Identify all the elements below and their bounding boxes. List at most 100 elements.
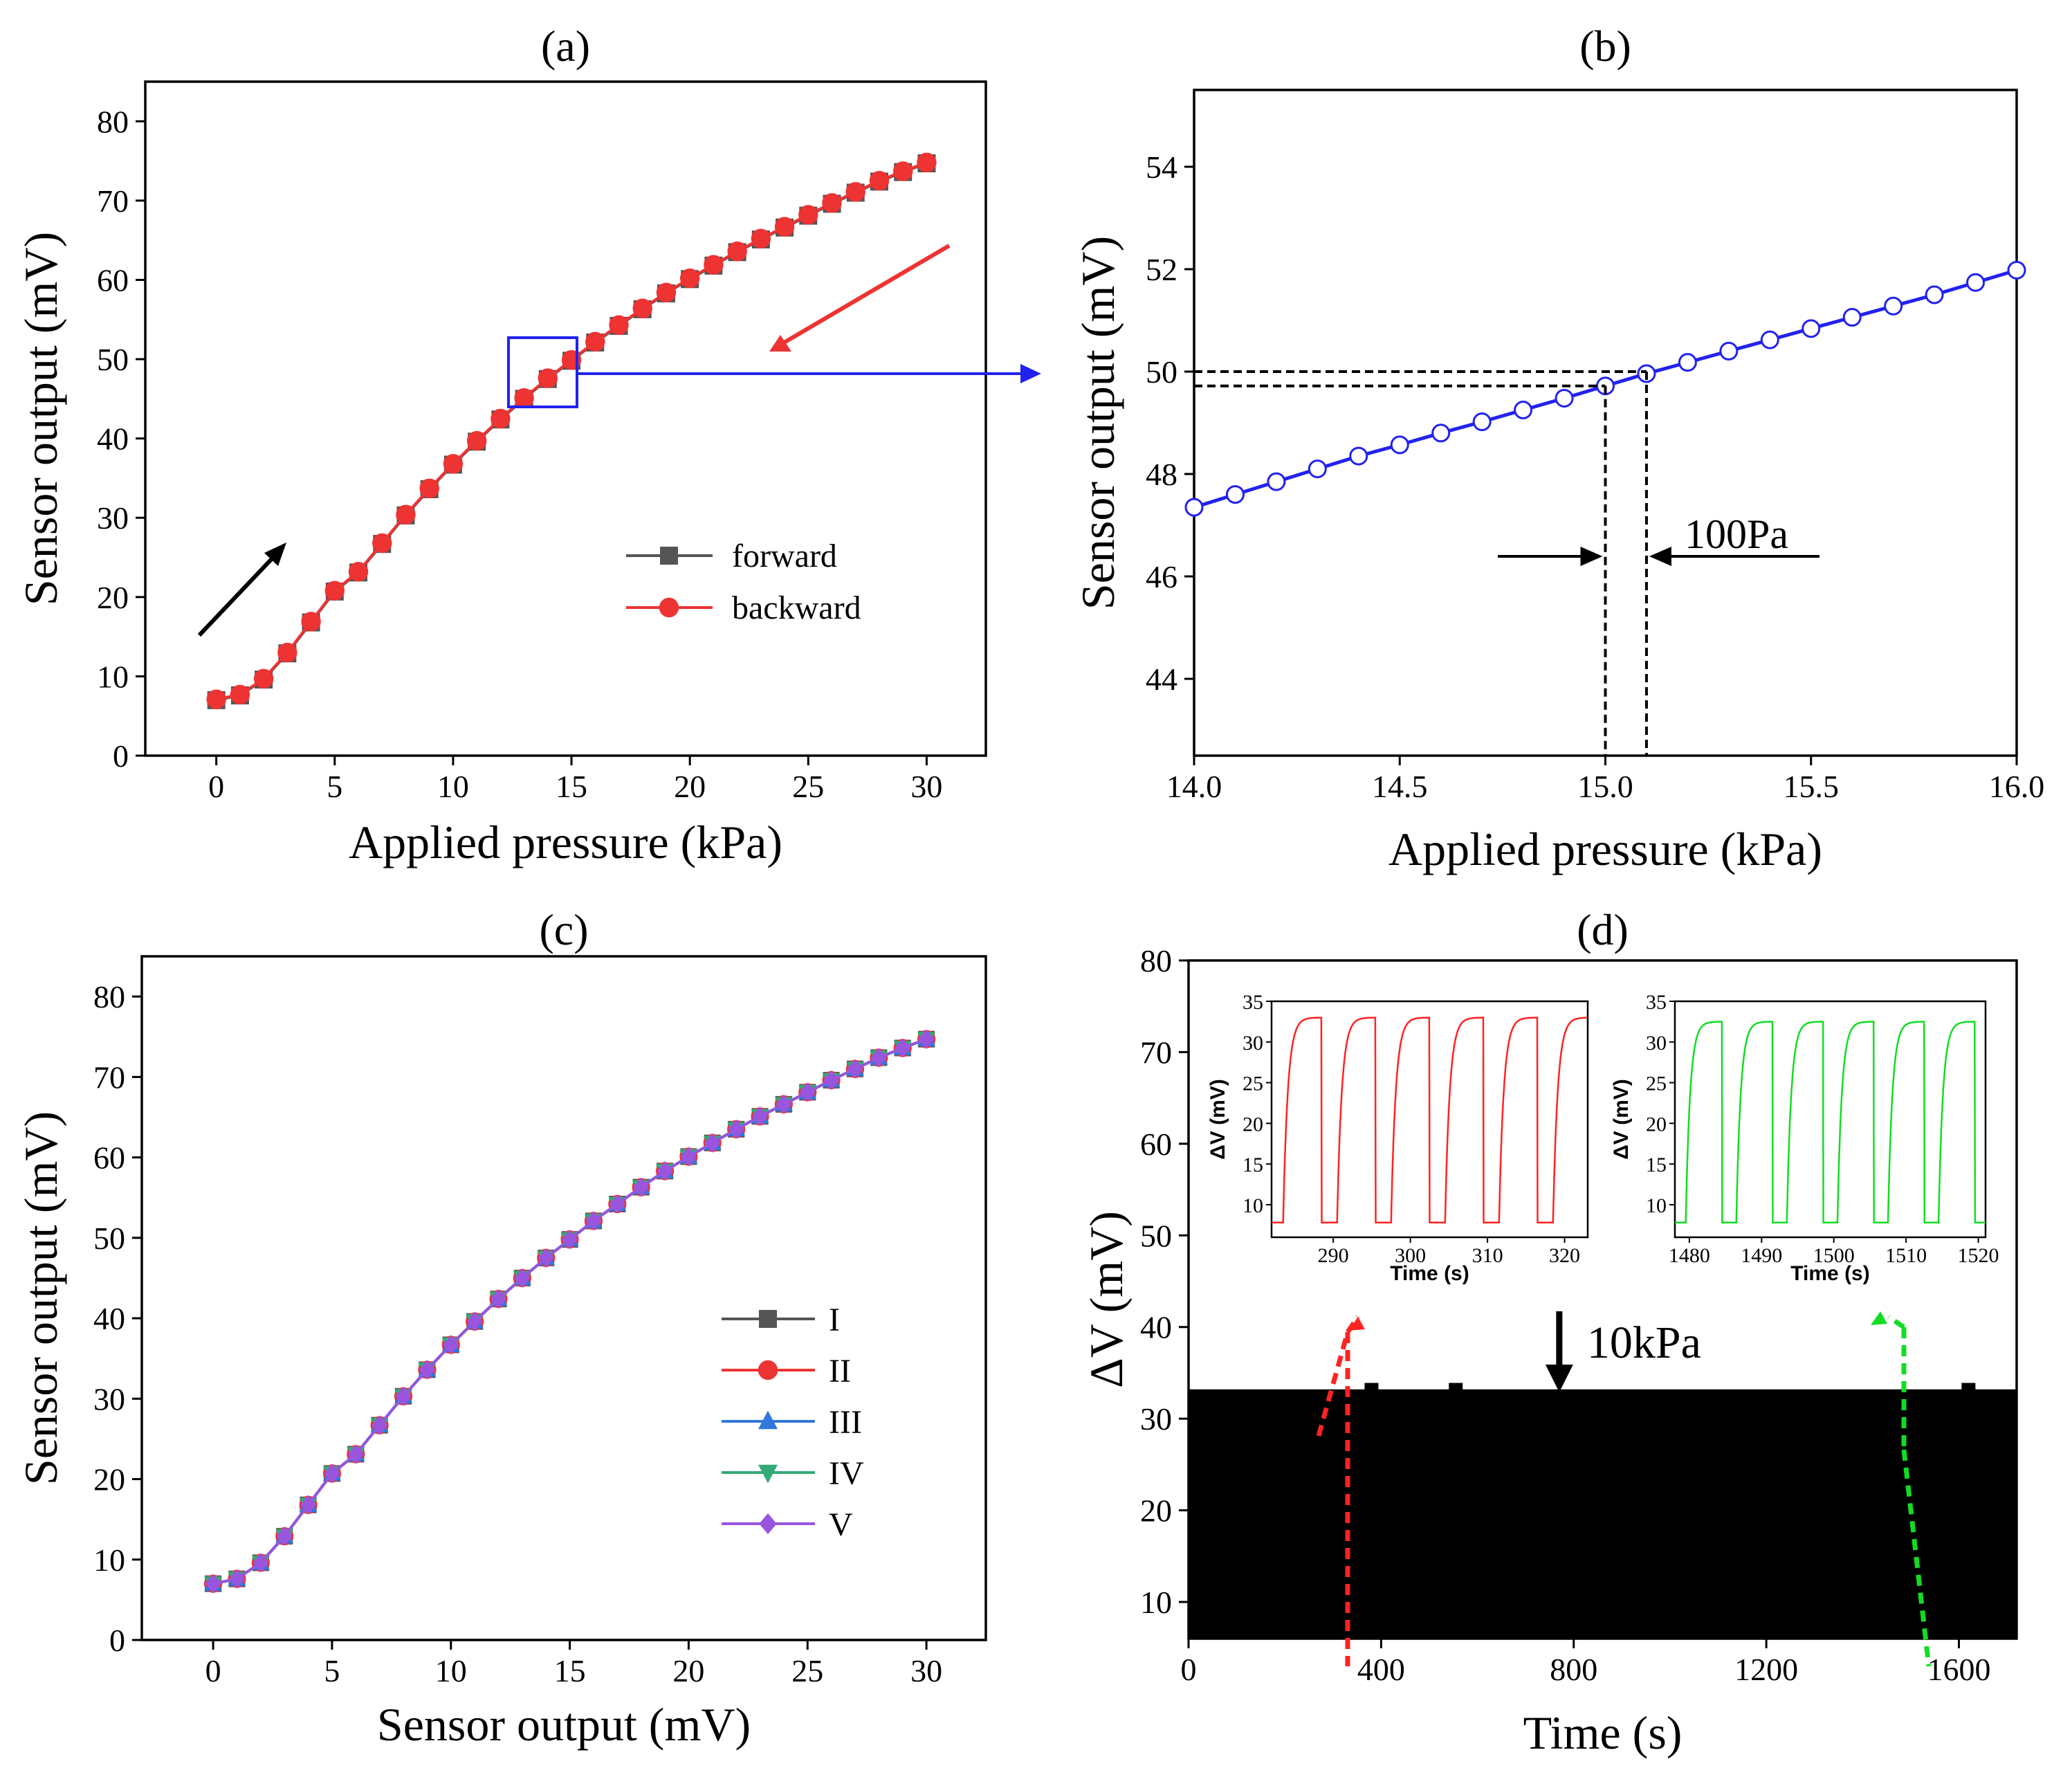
y-tick-label: 30: [97, 500, 129, 536]
x-tick-label: 15: [556, 769, 587, 804]
legend-label: backward: [732, 590, 861, 626]
data-point: [798, 205, 818, 225]
data-point: [704, 255, 724, 275]
y-tick-label: 70: [97, 183, 129, 219]
data-point: [253, 668, 274, 689]
panel-b: (b) 14.0 14.5 15.0 15.5 16.0 44 46 48 50 52 54 Appli…: [1072, 21, 2044, 875]
signal-spike: [1449, 1383, 1463, 1393]
x-tick-label: 1600: [1927, 1652, 1990, 1687]
legend-label: forward: [732, 538, 837, 574]
y-tick-label: 20: [93, 1462, 125, 1497]
panel-title: (d): [1577, 905, 1629, 954]
y-tick-label: 46: [1146, 559, 1177, 594]
data-point: [609, 1194, 625, 1214]
inset-callout-arrowhead: [1348, 1317, 1365, 1331]
inset-y-tick-label: 30: [1243, 1032, 1263, 1055]
x-tick-label: 0: [205, 1653, 221, 1688]
data-point: [205, 1574, 221, 1594]
data-point: [774, 217, 795, 237]
y-axis-title: Sensor output (mV): [1072, 236, 1124, 610]
y-tick-label: 10: [97, 659, 129, 694]
panel-d: (d) 0 400 800 1200 1600 10 20 30 40 50 60 70 80 Time (…: [1080, 905, 2018, 1759]
data-point: [206, 689, 226, 709]
y-tick-label: 80: [1140, 943, 1172, 978]
data-point: [1308, 459, 1327, 479]
data-point: [301, 612, 321, 632]
data-point: [253, 1553, 269, 1573]
data-point: [395, 1386, 412, 1406]
inset-callout-line: [1887, 1315, 1905, 1329]
legend-label: I: [829, 1302, 840, 1338]
inset-callout-line: [1901, 1449, 1932, 1667]
y-tick-label: 20: [1140, 1493, 1172, 1529]
x-tick-label: 25: [791, 1653, 823, 1688]
data-point: [823, 1070, 840, 1090]
x-tick-label: 10: [435, 1653, 467, 1688]
direction-arrows: [197, 244, 951, 637]
data-point: [1842, 308, 1862, 327]
inset-trace: [1675, 1021, 1986, 1224]
data-point: [372, 1415, 388, 1435]
y-tick-label: 50: [1140, 1218, 1172, 1253]
inset-y-tick-label: 35: [1243, 991, 1263, 1014]
series-line: [212, 1037, 927, 1585]
x-tick-label: 15.0: [1577, 769, 1633, 804]
data-point: [490, 1289, 507, 1309]
inset-y-title: ΔV (mV): [1610, 1079, 1633, 1160]
x-tick-label: 20: [674, 769, 706, 804]
data-point: [751, 228, 771, 249]
forward-arrow-line: [197, 552, 279, 637]
data-point: [895, 1038, 911, 1058]
x-tick-label: 5: [324, 1653, 340, 1688]
inset-x-title: Time (s): [1390, 1262, 1469, 1285]
data-point: [514, 1268, 531, 1288]
y-tick-label: 52: [1146, 252, 1177, 287]
series-backward: [206, 152, 937, 709]
inset-callout-arrowhead: [1871, 1311, 1887, 1325]
x-tick-label: 30: [910, 1653, 942, 1688]
plot-frame: [140, 955, 987, 1641]
data-point: [869, 171, 890, 191]
data-point: [347, 1444, 364, 1464]
data-point: [443, 454, 464, 474]
y-tick-label: 10: [93, 1542, 125, 1578]
data-point: [2007, 260, 2026, 280]
data-point: [776, 1094, 792, 1114]
data-point: [727, 242, 747, 262]
series-line: [212, 1037, 927, 1585]
data-point: [680, 1147, 697, 1167]
data-point: [893, 161, 913, 181]
data-point: [1514, 401, 1533, 419]
data-point: [324, 581, 345, 601]
data-point: [918, 1029, 935, 1049]
y-tick-label: 20: [97, 580, 129, 615]
signal-envelope: [1189, 1389, 2017, 1639]
y-tick-label: 60: [93, 1140, 125, 1176]
x-tick-label: 20: [672, 1653, 704, 1688]
data-point: [276, 1527, 293, 1547]
x-tick-label: 15.5: [1784, 769, 1840, 804]
y-tick-label: 50: [93, 1221, 125, 1256]
data-point: [847, 1059, 863, 1079]
data-point: [632, 298, 652, 318]
zoom-indicator: [507, 336, 1041, 408]
data-point: [656, 282, 677, 303]
data-point: [633, 1177, 650, 1197]
signal-spike: [1961, 1383, 1976, 1393]
x-tick-label: 5: [327, 769, 342, 804]
data-point: [348, 561, 369, 582]
y-tick-label: 50: [97, 342, 129, 377]
panel-title: (c): [539, 905, 588, 954]
legend-marker: [660, 547, 678, 565]
y-axis-title: Sensor output (mV): [15, 1111, 67, 1485]
data-point: [704, 1133, 721, 1153]
inset-y-tick-label: 35: [1646, 991, 1667, 1014]
series-line: [212, 1037, 927, 1585]
inset-y-tick-label: 10: [1243, 1194, 1263, 1217]
interval-arrowhead-left: [1580, 547, 1603, 566]
data-point: [1925, 285, 1944, 304]
inset-x-tick-label: 1500: [1813, 1244, 1855, 1267]
inset-x-title: Time (s): [1790, 1262, 1869, 1285]
